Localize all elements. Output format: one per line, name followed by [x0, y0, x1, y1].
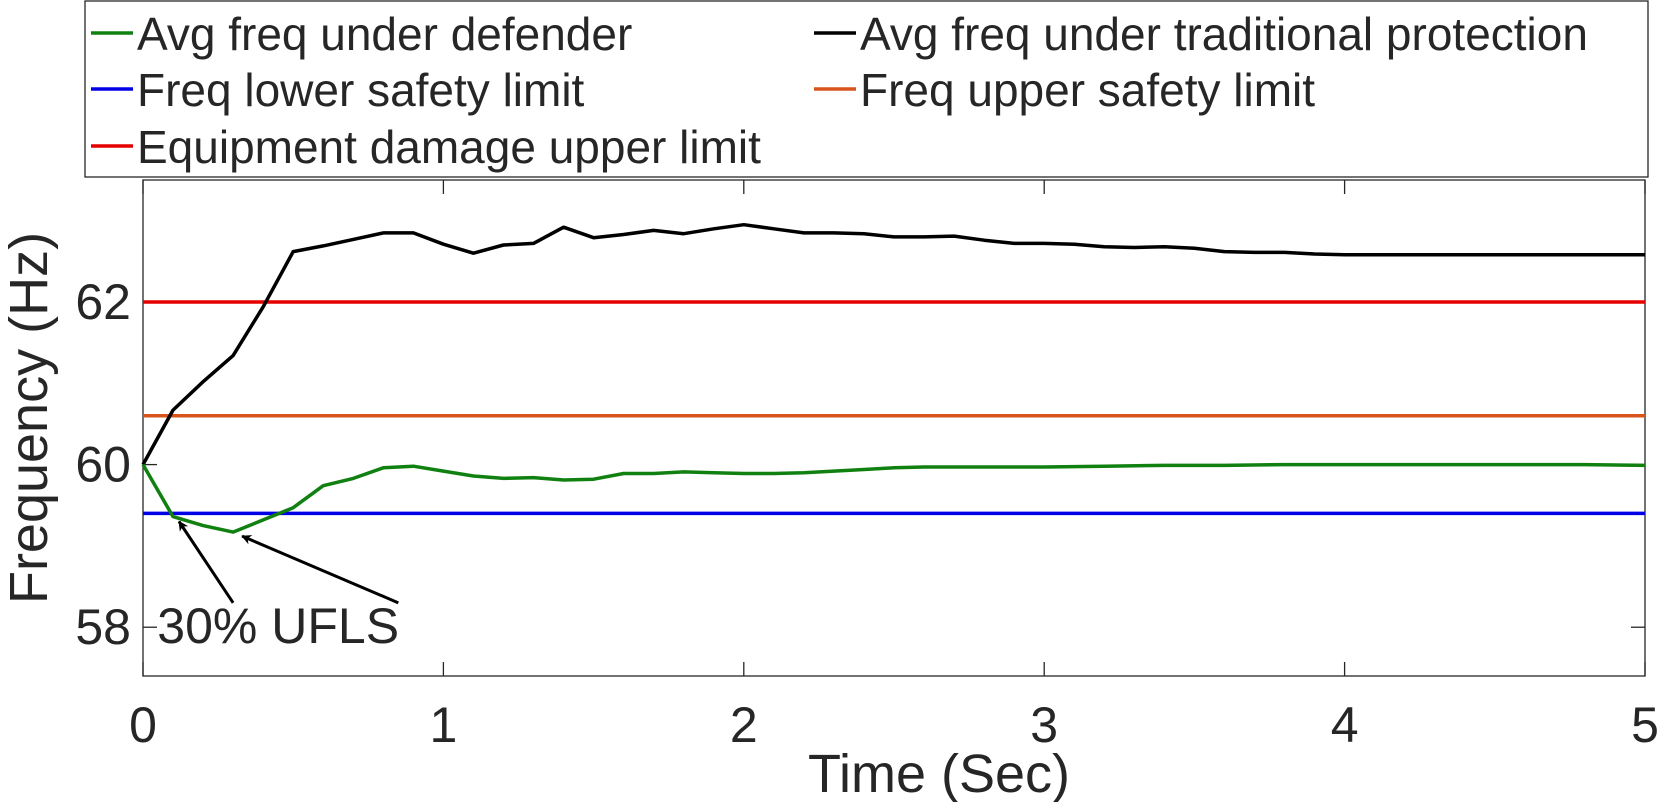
avg-freq-under-traditional-protection-line — [141, 222, 1645, 466]
legend-entry-label: Freq upper safety limit — [860, 64, 1315, 116]
legend-entry-label: Avg freq under defender — [137, 8, 632, 60]
annotation-arrow — [241, 534, 399, 605]
y-tick-label: 60 — [75, 437, 131, 493]
x-tick-label: 3 — [1030, 697, 1058, 753]
legend-box — [84, 0, 1649, 178]
plot-area-frame — [142, 179, 1646, 677]
x-tick-label: 5 — [1631, 697, 1659, 753]
x-tick-label: 4 — [1331, 697, 1359, 753]
y-axis-label: Frequency (Hz) — [0, 232, 59, 604]
legend-entry-label: Avg freq under traditional protection — [860, 8, 1588, 60]
annotation-label: 30% UFLS — [157, 598, 399, 654]
x-tick-label: 0 — [129, 697, 157, 753]
x-tick-label: 1 — [429, 697, 457, 753]
x-axis-label: Time (Sec) — [808, 744, 1070, 802]
avg-freq-under-defender-line — [141, 462, 1646, 534]
annotation-arrow — [177, 520, 235, 604]
x-tick-label: 2 — [730, 697, 758, 753]
y-tick-label: 58 — [75, 599, 131, 655]
y-tick-label: 62 — [75, 274, 131, 330]
legend-entry-label: Equipment damage upper limit — [137, 121, 761, 173]
legend-entry-label: Freq lower safety limit — [137, 64, 585, 116]
